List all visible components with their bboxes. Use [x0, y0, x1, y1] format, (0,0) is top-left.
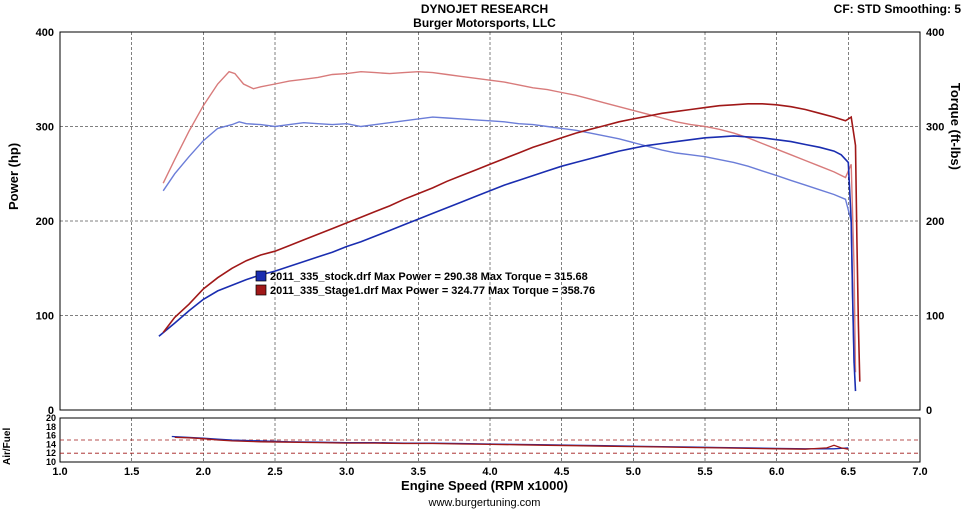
svg-text:100: 100 — [926, 311, 944, 323]
svg-text:3.5: 3.5 — [411, 466, 426, 478]
svg-text:100: 100 — [36, 311, 54, 323]
svg-text:0: 0 — [926, 405, 932, 417]
svg-text:5.5: 5.5 — [697, 466, 712, 478]
svg-text:2.0: 2.0 — [196, 466, 211, 478]
svg-text:400: 400 — [36, 27, 54, 39]
svg-text:7.0: 7.0 — [912, 466, 927, 478]
svg-text:12: 12 — [46, 448, 56, 458]
svg-text:5.0: 5.0 — [626, 466, 641, 478]
svg-text:300: 300 — [36, 122, 54, 134]
svg-text:4.5: 4.5 — [554, 466, 569, 478]
svg-text:200: 200 — [36, 216, 54, 228]
svg-text:2.5: 2.5 — [267, 466, 282, 478]
svg-text:6.5: 6.5 — [841, 466, 856, 478]
svg-text:16: 16 — [46, 431, 56, 441]
svg-text:10: 10 — [46, 457, 56, 467]
svg-text:20: 20 — [46, 413, 56, 423]
svg-text:2011_335_stock.drf Max Power =: 2011_335_stock.drf Max Power = 290.38 Ma… — [270, 271, 588, 283]
svg-text:3.0: 3.0 — [339, 466, 354, 478]
svg-text:300: 300 — [926, 122, 944, 134]
svg-text:6.0: 6.0 — [769, 466, 784, 478]
svg-text:1.0: 1.0 — [52, 466, 67, 478]
svg-text:4.0: 4.0 — [482, 466, 497, 478]
dyno-chart: 001001002002003003004004001.01.52.02.53.… — [0, 0, 969, 511]
svg-text:1.5: 1.5 — [124, 466, 139, 478]
svg-text:18: 18 — [46, 422, 56, 432]
svg-text:2011_335_Stage1.drf Max Power: 2011_335_Stage1.drf Max Power = 324.77 M… — [270, 285, 595, 297]
svg-text:14: 14 — [46, 439, 56, 449]
svg-text:200: 200 — [926, 216, 944, 228]
svg-text:400: 400 — [926, 27, 944, 39]
